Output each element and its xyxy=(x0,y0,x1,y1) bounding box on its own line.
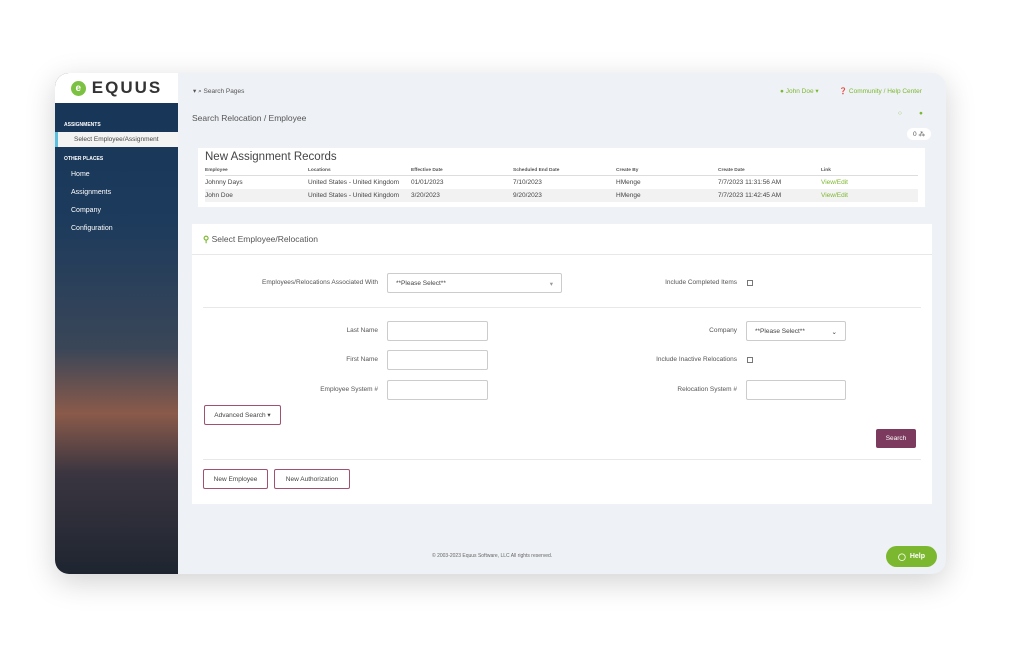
table-row: John Doe United States - United Kingdom 3/… xyxy=(205,189,918,202)
cell-create-by: HMenge xyxy=(616,179,641,186)
view-edit-link[interactable]: View/Edit xyxy=(821,189,918,202)
section-assignments: ASSIGNMENTS xyxy=(64,122,101,128)
help-center-link[interactable]: ❓ Community / Help Center xyxy=(839,87,922,95)
table-row: Johnny Days United States - United Kingdo… xyxy=(205,176,918,190)
cell-effective: 01/01/2023 xyxy=(411,179,444,186)
page-title: Search Relocation / Employee xyxy=(192,113,307,123)
col-create-by: Create By xyxy=(616,166,718,176)
form-header: ⚲ Select Employee/Relocation xyxy=(203,234,318,245)
form-title: Select Employee/Relocation xyxy=(211,234,318,244)
app-window: e EQUUS ASSIGNMENTS Select Employee/Assig… xyxy=(55,73,946,574)
col-create-date: Create Date xyxy=(718,166,821,176)
assoc-select[interactable]: **Please Select** ▾ xyxy=(387,273,562,293)
cell-effective: 3/20/2023 xyxy=(411,189,513,202)
user-icon: ● xyxy=(780,88,784,95)
equus-logo-icon: e xyxy=(70,80,86,96)
sidebar-item-company[interactable]: Company xyxy=(71,207,101,214)
assoc-label: Employees/Relocations Associated With xyxy=(262,279,378,286)
employee-system-label: Employee System # xyxy=(320,386,378,393)
divider xyxy=(203,459,921,460)
records-title: New Assignment Records xyxy=(205,151,337,163)
first-name-label: First Name xyxy=(346,356,378,363)
last-name-input[interactable] xyxy=(387,321,488,341)
col-employee: Employee xyxy=(205,166,308,176)
search-form-card: ⚲ Select Employee/Relocation Employees/R… xyxy=(192,224,932,504)
col-end-date: Scheduled End Date xyxy=(513,166,616,176)
search-pages-label: Search Pages xyxy=(203,88,245,95)
org-badge[interactable]: 0 ⁂ xyxy=(907,128,931,140)
completed-checkbox[interactable] xyxy=(747,280,753,286)
first-name-input[interactable] xyxy=(387,350,488,370)
help-center-label: Community / Help Center xyxy=(848,88,922,95)
search-button[interactable]: Search xyxy=(876,429,916,448)
logo: e EQUUS xyxy=(55,73,178,103)
records-table: Employee Locations Effective Date Schedu… xyxy=(205,166,918,202)
cell-location: United States - United Kingdom xyxy=(308,189,411,202)
badge-count: 0 xyxy=(913,131,917,138)
sidebar-item-assignments[interactable]: Assignments xyxy=(71,189,112,196)
cell-end: 9/20/2023 xyxy=(513,189,616,202)
divider xyxy=(203,307,921,308)
records-card: New Assignment Records Employee Location… xyxy=(198,148,925,207)
col-locations: Locations xyxy=(308,166,411,176)
advanced-search-button[interactable]: Advanced Search ▾ xyxy=(204,405,281,425)
cell-create-by: HMenge xyxy=(616,189,718,202)
sitemap-icon: ⁂ xyxy=(918,131,925,138)
relocation-system-label: Relocation System # xyxy=(677,386,737,393)
cell-end: 7/10/2023 xyxy=(513,179,542,186)
divider xyxy=(192,254,932,255)
sidebar: e EQUUS ASSIGNMENTS Select Employee/Assig… xyxy=(55,73,178,574)
search-pages[interactable]: ▾ ⌕ Search Pages xyxy=(193,88,245,95)
new-employee-button[interactable]: New Employee xyxy=(203,469,268,489)
settings-icon[interactable]: ● xyxy=(919,110,923,117)
section-other-places: OTHER PLACES xyxy=(64,156,104,162)
sidebar-item-select-employee[interactable]: Select Employee/Assignment xyxy=(55,132,178,147)
help-label: Help xyxy=(909,553,925,560)
search-icon: ⚲ xyxy=(203,234,210,244)
question-icon: ❓ xyxy=(839,88,848,95)
cell-create-date: 7/7/2023 11:42:45 AM xyxy=(718,189,821,202)
employee-system-input[interactable] xyxy=(387,380,488,400)
company-select[interactable]: **Please Select** ⌄ xyxy=(746,321,846,341)
sidebar-item-configuration[interactable]: Configuration xyxy=(71,225,113,232)
completed-label: Include Completed Items xyxy=(665,279,737,286)
inactive-label: Include Inactive Relocations xyxy=(656,356,737,363)
chat-bubble-icon: ◯ xyxy=(897,553,906,561)
assoc-value: **Please Select** xyxy=(396,280,446,287)
chat-icon[interactable]: ○ xyxy=(898,110,902,117)
search-icon: ⌕ xyxy=(198,88,202,95)
cell-create-date: 7/7/2023 11:31:56 AM xyxy=(718,179,782,186)
cell-location: United States - United Kingdom xyxy=(308,179,400,186)
view-edit-link[interactable]: View/Edit xyxy=(821,179,848,186)
brand-name: EQUUS xyxy=(91,78,163,97)
help-button[interactable]: ◯ Help xyxy=(886,546,937,567)
copyright: © 2003-2023 Equus Software, LLC All righ… xyxy=(432,553,553,559)
sidebar-item-home[interactable]: Home xyxy=(71,171,90,178)
company-label: Company xyxy=(709,327,737,334)
user-name: John Doe xyxy=(785,88,814,95)
new-authorization-button[interactable]: New Authorization xyxy=(274,469,350,489)
relocation-system-input[interactable] xyxy=(746,380,846,400)
col-link: Link xyxy=(821,166,918,176)
col-effective-date: Effective Date xyxy=(411,166,513,176)
cell-employee: John Doe xyxy=(205,189,308,202)
cell-employee: Johnny Days xyxy=(205,179,243,186)
last-name-label: Last Name xyxy=(346,327,378,334)
user-menu[interactable]: ● John Doe ▾ xyxy=(780,88,819,95)
company-value: **Please Select** xyxy=(755,328,805,335)
inactive-checkbox[interactable] xyxy=(747,357,753,363)
